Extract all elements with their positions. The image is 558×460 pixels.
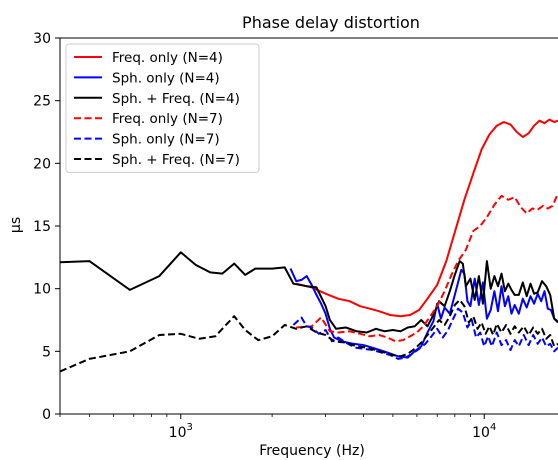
y-tick-label: 0 (42, 407, 51, 423)
y-axis-label: μs (8, 217, 24, 233)
series-line-1 (295, 118, 558, 318)
legend-label: Sph. + Freq. (N=7) (112, 152, 240, 168)
series-line-6 (60, 298, 558, 373)
legend-label: Sph. only (N=7) (112, 132, 220, 148)
y-tick-label: 20 (33, 156, 51, 172)
plot-area (60, 118, 558, 373)
y-tick-label: 5 (42, 344, 51, 360)
y-tick-label: 30 (33, 31, 51, 47)
legend-box (65, 43, 260, 173)
legend-label: Sph. + Freq. (N=4) (112, 91, 240, 107)
legend-label: Freq. only (N=4) (112, 50, 223, 66)
y-tick-label: 10 (33, 282, 51, 298)
x-tick-label: 103 (169, 422, 193, 441)
legend-label: Sph. only (N=4) (112, 70, 220, 86)
series-line-4 (296, 193, 558, 343)
y-tick-label: 25 (33, 94, 51, 110)
legend: Freq. only (N=4) Sph. only (N=4) Sph. + Fr… (65, 43, 260, 173)
legend-label: Freq. only (N=7) (112, 111, 223, 127)
axes: 0 5 10 15 20 25 30 103 104 (33, 31, 558, 441)
series-line-5 (292, 307, 558, 360)
series-line-3 (60, 251, 558, 334)
chart-title: Phase delay distortion (242, 13, 420, 32)
x-axis-label: Frequency (Hz) (259, 443, 365, 459)
y-tick-label: 15 (33, 219, 51, 235)
series-line-2 (289, 268, 558, 359)
x-tick-label: 104 (472, 422, 496, 441)
